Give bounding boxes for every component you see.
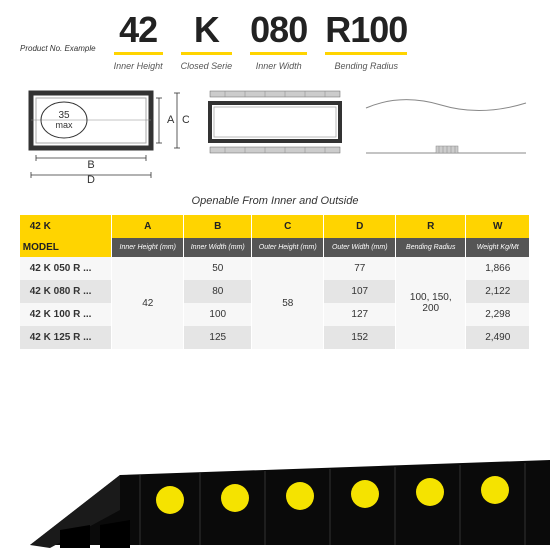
cell-W: 2,298 (466, 303, 530, 326)
th-sub-C: Outer Height (mm) (252, 238, 324, 257)
code-value: 080 (250, 12, 307, 48)
underline (181, 52, 233, 55)
code-col-serie: K Closed Serie (181, 12, 233, 71)
cell-model: 42 K 125 R ... (20, 326, 112, 349)
code-col-height: 42 Inner Height (114, 12, 163, 71)
cell-D: 152 (324, 326, 396, 349)
cell-W: 2,490 (466, 326, 530, 349)
code-col-radius: R100 Bending Radius (325, 12, 407, 71)
technical-diagrams: 35 max A C B D (0, 71, 550, 189)
th-sub-A: Inner Height (mm) (112, 238, 184, 257)
table-subheader-row: MODEL Inner Height (mm) Inner Width (mm)… (20, 238, 530, 257)
underline (250, 52, 307, 55)
table-header-row: 42 K A B C D R W (20, 215, 530, 238)
th-A: A (112, 215, 184, 238)
cell-model: 42 K 080 R ... (20, 280, 112, 303)
openable-note: Openable From Inner and Outside (0, 195, 550, 207)
cell-D: 77 (324, 257, 396, 280)
dim-label-A: A (167, 114, 175, 126)
cell-B: 125 (184, 326, 252, 349)
code-sublabel: Closed Serie (181, 61, 233, 71)
table-row: 42 K 050 R ... 42 50 58 77 100, 150, 200… (20, 257, 530, 280)
cell-model: 42 K 100 R ... (20, 303, 112, 326)
th-C: C (252, 215, 324, 238)
cell-C-merged: 58 (252, 257, 324, 349)
cell-A-merged: 42 (112, 257, 184, 349)
cell-W: 2,122 (466, 280, 530, 303)
th-D: D (324, 215, 396, 238)
cell-B: 80 (184, 280, 252, 303)
th-sub-D: Outer Width (mm) (324, 238, 396, 257)
th-model: MODEL (20, 238, 112, 257)
code-value: 42 (119, 12, 157, 48)
underline (325, 52, 407, 55)
code-sublabel: Inner Width (256, 61, 302, 71)
diagram-cross-section: 35 max A C B D (19, 83, 189, 183)
th-title: 42 K (20, 215, 112, 238)
svg-text:max: max (55, 120, 73, 130)
th-sub-B: Inner Width (mm) (184, 238, 252, 257)
th-W: W (466, 215, 530, 238)
diagram-top-view (200, 83, 350, 183)
code-col-width: 080 Inner Width (250, 12, 307, 71)
th-sub-W: Weight Kg/Mt (466, 238, 530, 257)
underline (114, 52, 163, 55)
cell-B: 50 (184, 257, 252, 280)
th-R: R (396, 215, 466, 238)
cell-W: 1,866 (466, 257, 530, 280)
cell-B: 100 (184, 303, 252, 326)
diagram-side-profile (361, 83, 531, 183)
code-sublabel: Bending Radius (334, 61, 398, 71)
dim-label-D: D (87, 174, 95, 183)
spec-table: 42 K A B C D R W MODEL Inner Height (mm)… (20, 215, 531, 349)
product-photo (0, 430, 550, 550)
code-value: R100 (325, 12, 407, 48)
cell-R-merged: 100, 150, 200 (396, 257, 466, 349)
code-value: K (194, 12, 219, 48)
cell-model: 42 K 050 R ... (20, 257, 112, 280)
product-number-label: Product No. Example (20, 44, 96, 71)
product-code-header: Product No. Example 42 Inner Height K Cl… (0, 0, 550, 71)
dim-label-C: C (182, 114, 189, 126)
code-sublabel: Inner Height (114, 61, 163, 71)
cell-D: 127 (324, 303, 396, 326)
th-sub-R: Bending Radius (396, 238, 466, 257)
dim-label-B: B (87, 159, 94, 171)
cell-D: 107 (324, 280, 396, 303)
th-B: B (184, 215, 252, 238)
